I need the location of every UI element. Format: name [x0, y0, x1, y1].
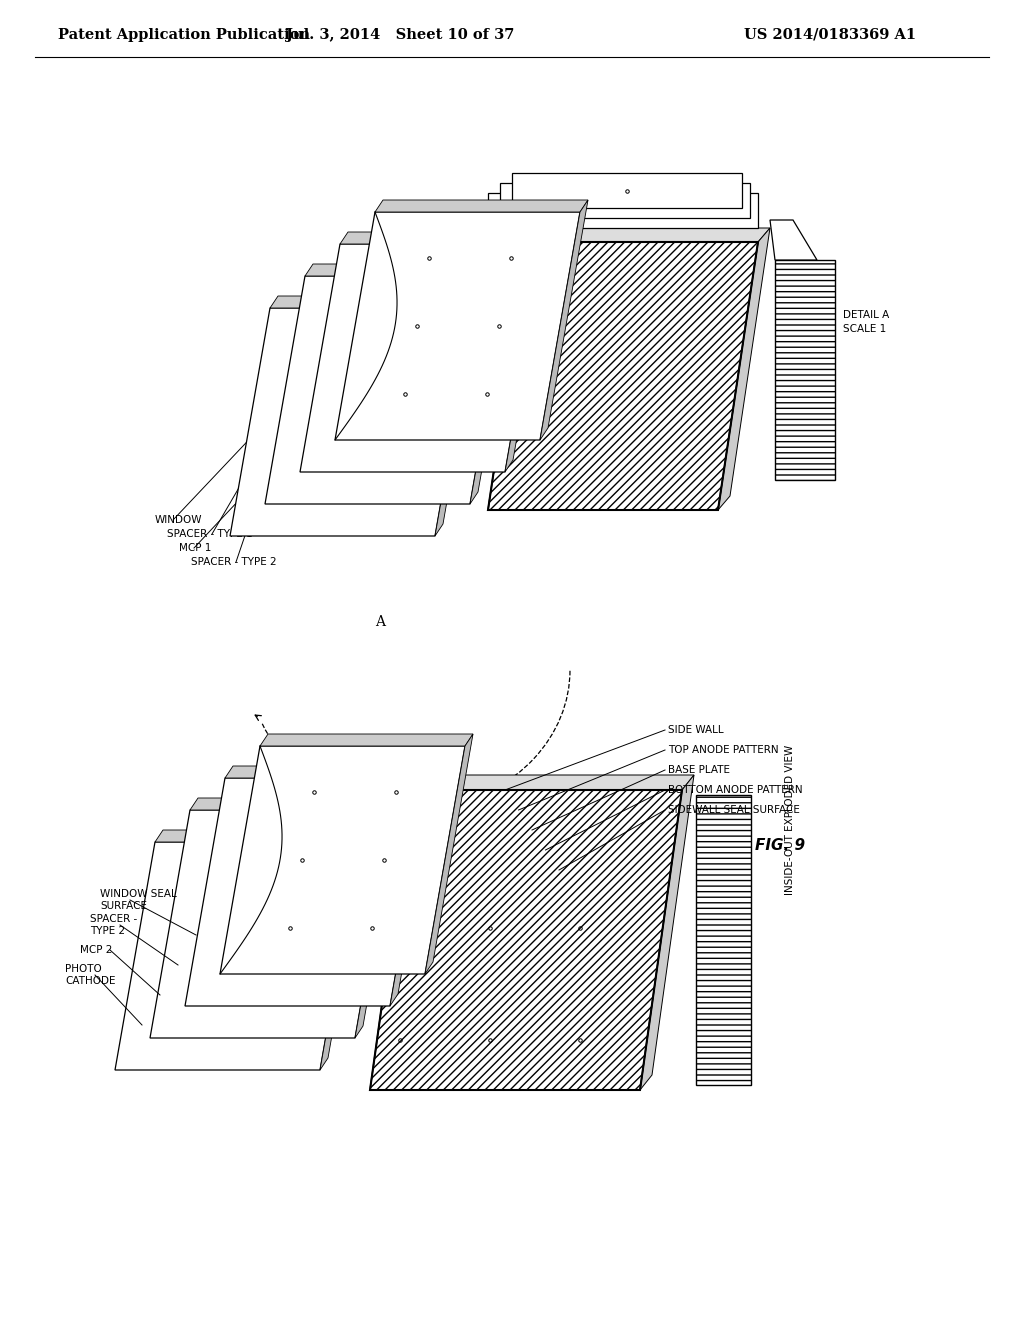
Text: WINDOW: WINDOW: [155, 515, 203, 525]
Polygon shape: [155, 830, 368, 842]
Polygon shape: [225, 766, 438, 777]
Text: US 2014/0183369 A1: US 2014/0183369 A1: [744, 28, 916, 42]
Polygon shape: [265, 276, 510, 504]
Text: SPACER -
TYPE 2: SPACER - TYPE 2: [90, 915, 137, 936]
Polygon shape: [115, 842, 360, 1071]
Polygon shape: [260, 734, 473, 746]
Text: MCP 2: MCP 2: [80, 945, 113, 954]
Text: INSIDE-OUT EXPLODED VIEW: INSIDE-OUT EXPLODED VIEW: [785, 744, 795, 895]
Polygon shape: [775, 260, 835, 480]
Polygon shape: [220, 746, 465, 974]
Text: WINDOW SEAL
SURFACE: WINDOW SEAL SURFACE: [100, 890, 177, 911]
Text: DETAIL A: DETAIL A: [843, 310, 889, 319]
Polygon shape: [470, 264, 518, 504]
Text: MCP 1: MCP 1: [179, 543, 211, 553]
Polygon shape: [390, 766, 438, 1006]
Polygon shape: [319, 830, 368, 1071]
Text: FIG. 9: FIG. 9: [755, 837, 805, 853]
Polygon shape: [355, 799, 403, 1038]
Polygon shape: [770, 220, 817, 260]
Text: TOP ANODE PATTERN: TOP ANODE PATTERN: [668, 744, 778, 755]
Polygon shape: [640, 775, 694, 1090]
Text: PHOTO
CATHODE: PHOTO CATHODE: [65, 964, 116, 986]
Text: Patent Application Publication: Patent Application Publication: [58, 28, 310, 42]
Polygon shape: [718, 228, 770, 510]
Polygon shape: [696, 795, 751, 1085]
Polygon shape: [185, 777, 430, 1006]
Polygon shape: [270, 296, 483, 308]
Polygon shape: [305, 264, 518, 276]
Text: BOTTOM ANODE PATTERN: BOTTOM ANODE PATTERN: [668, 785, 803, 795]
Polygon shape: [500, 183, 750, 218]
Text: A: A: [375, 615, 385, 630]
Polygon shape: [340, 232, 553, 244]
Text: SPACER - TYPE 2: SPACER - TYPE 2: [191, 557, 276, 568]
Text: SIDEWALL SEAL SURFACE: SIDEWALL SEAL SURFACE: [668, 805, 800, 814]
Polygon shape: [190, 799, 403, 810]
Polygon shape: [335, 213, 580, 440]
Polygon shape: [412, 775, 694, 789]
Text: SIDE WALL: SIDE WALL: [668, 725, 724, 735]
Text: Jul. 3, 2014   Sheet 10 of 37: Jul. 3, 2014 Sheet 10 of 37: [286, 28, 514, 42]
Polygon shape: [488, 193, 758, 228]
Polygon shape: [375, 201, 588, 213]
Polygon shape: [150, 810, 395, 1038]
Polygon shape: [435, 296, 483, 536]
Polygon shape: [540, 201, 588, 440]
Text: BASE PLATE: BASE PLATE: [668, 766, 730, 775]
Text: SCALE 1: SCALE 1: [843, 323, 886, 334]
Polygon shape: [230, 308, 475, 536]
Polygon shape: [370, 789, 682, 1090]
Text: SPACER - TYPE 1: SPACER - TYPE 1: [167, 529, 253, 539]
Polygon shape: [512, 173, 742, 209]
Polygon shape: [488, 242, 758, 510]
Polygon shape: [528, 228, 770, 242]
Polygon shape: [425, 734, 473, 974]
Polygon shape: [505, 232, 553, 473]
Polygon shape: [300, 244, 545, 473]
